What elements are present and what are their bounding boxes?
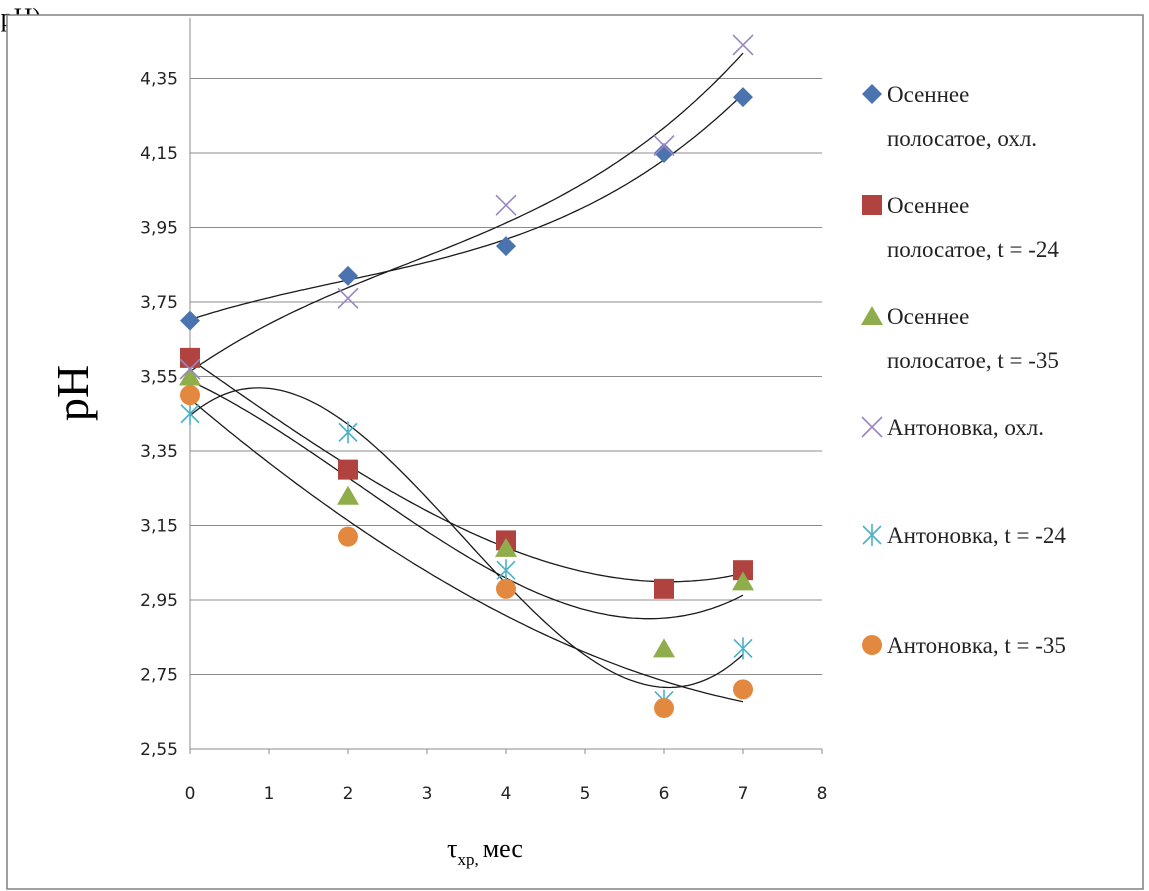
series-3 — [179, 366, 754, 658]
legend-item: Антоновка, охл. — [861, 415, 1044, 440]
trendline — [189, 380, 744, 620]
y-tick-label: 3,75 — [140, 293, 178, 313]
data-point — [179, 358, 201, 380]
x-axis-label: τхр, мес — [447, 834, 523, 869]
x-axis-label-main: τ — [447, 834, 457, 863]
legend-item: Антоновка, t = -35 — [862, 633, 1066, 658]
legend-item: Осеннее полосатое, охл. — [862, 82, 1037, 151]
data-point — [654, 698, 674, 719]
x-tick-label: 7 — [738, 784, 749, 804]
legend-label: Осеннее — [887, 304, 969, 329]
y-tick-label: 4,15 — [140, 144, 178, 164]
trendline — [189, 387, 744, 689]
trendline — [189, 52, 744, 373]
data-point — [338, 421, 358, 444]
data-point — [495, 537, 517, 557]
data-point — [653, 638, 675, 658]
data-point — [495, 194, 517, 216]
x-tick-label: 5 — [580, 784, 591, 804]
data-point — [337, 287, 359, 309]
x-axis-label-sub: хр, — [457, 850, 478, 869]
y-tick-label: 2,55 — [140, 740, 178, 760]
legend-label: Антоновка, t = -24 — [887, 523, 1066, 548]
legend-label: Антоновка, t = -35 — [887, 633, 1066, 658]
trendline — [189, 93, 744, 321]
x-tick-label: 1 — [264, 784, 275, 804]
x-tick-label: 4 — [501, 784, 512, 804]
y-tick-label: 4,35 — [140, 70, 178, 90]
chart-frame — [6, 14, 1144, 890]
data-point — [732, 34, 754, 56]
legend-label: Осеннее — [887, 82, 969, 107]
legend-label: Антоновка, охл. — [887, 415, 1044, 440]
data-point — [654, 578, 674, 599]
data-point — [496, 236, 516, 257]
data-point — [338, 526, 358, 547]
gridlines — [190, 78, 822, 675]
legend-item: Осеннее полосатое, t = -24 — [862, 193, 1059, 262]
legend-marker — [862, 195, 882, 215]
data-point — [180, 385, 200, 406]
data-point — [653, 134, 675, 157]
data-point — [733, 679, 753, 700]
y-tick-label: 2,75 — [140, 666, 178, 686]
series-1 — [180, 87, 753, 331]
legend-label: полосатое, t = -24 — [887, 237, 1059, 262]
legend-marker — [861, 416, 883, 438]
data-point — [733, 87, 753, 108]
data-points — [179, 34, 754, 719]
x-tick-label: 0 — [185, 784, 196, 804]
series-4 — [179, 34, 754, 380]
y-tick-label: 3,55 — [140, 368, 178, 388]
legend-marker — [862, 524, 882, 546]
y-tick-label: 3,35 — [140, 442, 178, 462]
data-point — [338, 265, 358, 286]
x-tick-label: 2 — [343, 784, 354, 804]
legend-label: полосатое, охл. — [887, 126, 1037, 151]
data-point — [180, 402, 200, 425]
x-tick-label: 3 — [422, 784, 433, 804]
legend: Осеннее полосатое, охл. Осеннее полосатое, … — [861, 82, 1066, 658]
data-point — [733, 637, 753, 660]
data-point — [337, 485, 359, 505]
data-point — [496, 559, 516, 582]
tick-labels: 2,55 2,75 2,95 3,15 3,35 3,55 3,75 3,95 4,15 4,35… — [140, 70, 827, 805]
data-point — [180, 347, 200, 368]
trendlines — [189, 52, 744, 703]
legend-marker — [861, 306, 883, 325]
x-axis-label-unit: мес — [483, 834, 523, 863]
legend-item: Осеннее полосатое, t = -35 — [861, 304, 1059, 373]
legend-label: Осеннее — [887, 193, 969, 218]
y-tick-label: 3,95 — [140, 219, 178, 239]
legend-marker — [862, 84, 882, 104]
data-point — [733, 560, 753, 581]
x-tick-label: 8 — [817, 784, 828, 804]
y-tick-label: 2,95 — [140, 591, 178, 611]
trendline — [189, 398, 744, 703]
data-point — [732, 571, 754, 591]
y-tick-label: 3,15 — [140, 517, 178, 537]
data-point — [338, 459, 358, 480]
series-6 — [180, 385, 753, 719]
data-point — [496, 578, 516, 599]
legend-marker — [862, 635, 882, 655]
trendline — [189, 358, 744, 583]
x-tick-label: 6 — [659, 784, 670, 804]
data-point — [180, 310, 200, 331]
legend-label: полосатое, t = -35 — [887, 348, 1059, 373]
legend-item: Антоновка, t = -24 — [862, 523, 1066, 548]
y-axis-label: pH — [47, 365, 98, 421]
data-point — [179, 366, 201, 386]
data-point — [654, 143, 674, 163]
